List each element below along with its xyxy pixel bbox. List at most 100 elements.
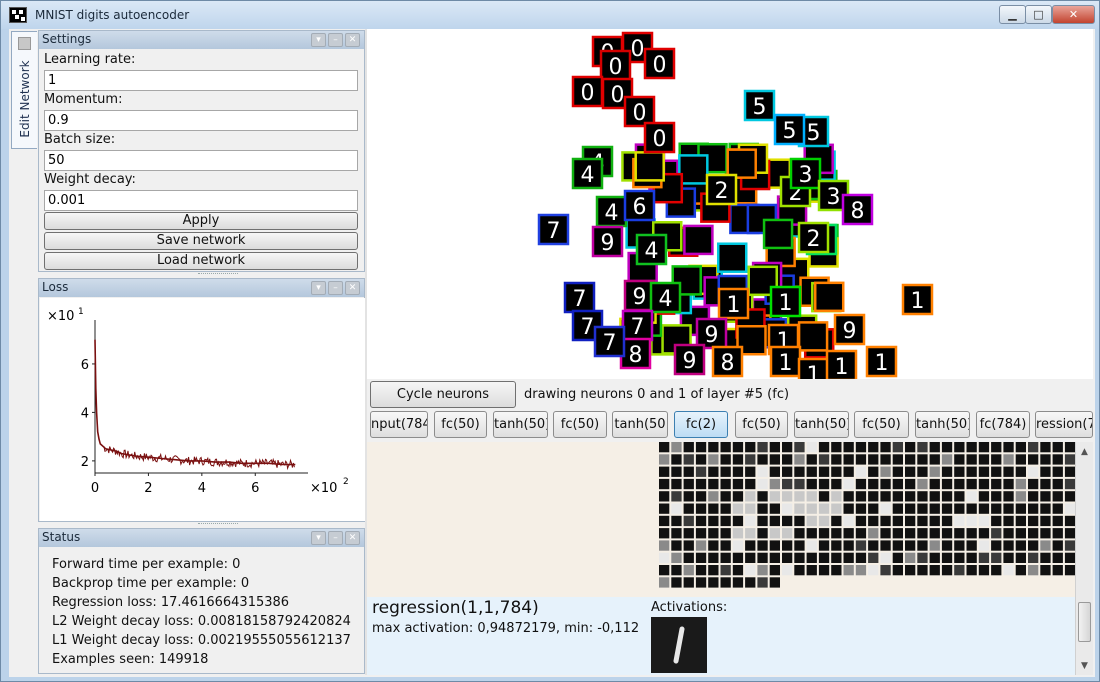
weight-cell — [757, 552, 768, 563]
scroll-thumb[interactable] — [1078, 602, 1091, 642]
layer-tab[interactable]: tanh(50) — [915, 411, 970, 438]
digit-thumbnail: 9 — [695, 317, 728, 350]
vertical-splitter[interactable] — [365, 29, 367, 675]
digit-thumb-bg — [797, 321, 829, 352]
panel-menu-icon[interactable]: ▾ — [311, 531, 326, 545]
layer-tab[interactable]: tanh(50) — [794, 411, 849, 438]
digit-thumbnail: 1 — [769, 345, 802, 378]
splitter-handle[interactable] — [198, 523, 238, 526]
maximize-button[interactable]: □ — [1025, 5, 1052, 24]
weight-cell — [757, 503, 768, 514]
weight-cell — [782, 515, 793, 527]
weight-cell — [1052, 540, 1063, 551]
weight-cell — [732, 565, 744, 576]
weight-cell — [991, 466, 1002, 477]
panel-float-icon[interactable]: – — [328, 33, 343, 47]
close-button[interactable]: ✕ — [1052, 5, 1095, 24]
weight-cell — [1052, 442, 1063, 453]
weight-cell — [659, 491, 670, 502]
weight-cell — [720, 528, 731, 539]
digit-thumbnail: 7 — [563, 281, 596, 314]
weight-decay-input[interactable] — [44, 190, 358, 211]
weight-cell — [745, 491, 756, 502]
save-network-button[interactable]: Save network — [44, 232, 358, 250]
weight-cell — [1003, 466, 1014, 477]
weight-cell — [954, 503, 965, 514]
weight-cell — [954, 491, 965, 502]
digit-thumbnail: 7 — [593, 325, 626, 358]
layer-tab[interactable]: fc(2) — [674, 411, 728, 438]
weight-cell — [1064, 565, 1075, 576]
weight-cell — [818, 442, 830, 453]
layer-tab[interactable]: tanh(50 — [612, 411, 668, 438]
scroll-up-icon[interactable]: ▲ — [1081, 447, 1088, 457]
weight-cell — [659, 528, 670, 539]
layer-tabs: nput(784 fc(50) tanh(50) fc(50) tanh(50 fc(2)… — [367, 411, 1093, 439]
weight-cell — [892, 565, 903, 576]
weight-cell — [708, 540, 719, 551]
weight-cell — [1064, 503, 1075, 514]
weight-cell — [683, 442, 694, 453]
panel-menu-icon[interactable]: ▾ — [311, 281, 326, 295]
layer-tab[interactable]: fc(784) — [976, 411, 1030, 438]
digit-thumbnail: 9 — [623, 279, 656, 312]
weight-cell — [720, 503, 731, 514]
layer-tab[interactable]: fc(50) — [854, 411, 909, 438]
layer-tab[interactable]: fc(50) — [735, 411, 788, 438]
weight-cell — [831, 466, 842, 477]
weight-cell — [978, 478, 990, 490]
weight-cell — [794, 565, 805, 576]
tab-close-icon[interactable] — [18, 37, 31, 50]
weight-cell — [720, 442, 731, 453]
vertical-scrollbar[interactable]: ▲ ▼ — [1075, 442, 1093, 675]
scatter-svg: 0000000055544462233387947794112791981111… — [537, 31, 934, 390]
weight-cell — [978, 491, 990, 502]
apply-button[interactable]: Apply — [44, 212, 358, 230]
weight-cell — [720, 478, 731, 490]
load-network-button[interactable]: Load network — [44, 252, 358, 270]
weight-cell — [769, 478, 780, 490]
weight-cell — [954, 565, 965, 576]
splitter-handle[interactable] — [198, 273, 238, 276]
panel-close-icon[interactable]: ✕ — [345, 33, 360, 47]
weight-cell — [917, 503, 928, 514]
weight-cell — [843, 503, 854, 514]
weight-cell — [794, 466, 805, 477]
digit-thumbnail: 3 — [817, 179, 850, 212]
panel-close-icon[interactable]: ✕ — [345, 531, 360, 545]
weight-cell — [868, 503, 879, 514]
digit-label: 9 — [601, 231, 615, 256]
learning-rate-input[interactable] — [44, 70, 358, 91]
weight-cell — [683, 515, 694, 527]
weight-cell — [695, 540, 707, 551]
layer-tab[interactable]: nput(784 — [370, 411, 428, 438]
weight-cell — [905, 515, 916, 527]
panel-float-icon[interactable]: – — [328, 281, 343, 295]
panel-menu-icon[interactable]: ▾ — [311, 33, 326, 47]
weight-cell — [905, 491, 916, 502]
weight-cell — [708, 454, 719, 465]
weight-cell — [708, 503, 719, 514]
panel-close-icon[interactable]: ✕ — [345, 281, 360, 295]
weight-cell — [929, 565, 940, 576]
batch-size-input[interactable] — [44, 150, 358, 171]
weight-cell — [941, 565, 953, 576]
scroll-down-icon[interactable]: ▼ — [1081, 661, 1088, 671]
digit-thumbnail: 5 — [797, 115, 830, 148]
momentum-input[interactable] — [44, 110, 358, 131]
weight-cell — [782, 540, 793, 551]
status-panel-title-bar: Status ▾ – ✕ — [39, 529, 364, 547]
cycle-neurons-button[interactable]: Cycle neurons — [370, 381, 516, 408]
digit-label: 1 — [779, 351, 793, 376]
edit-network-tab[interactable]: Edit Network — [11, 31, 37, 149]
layer-tab[interactable]: fc(50) — [434, 411, 487, 438]
layer-tab[interactable]: tanh(50) — [493, 411, 548, 438]
layer-tab[interactable]: fc(50) — [553, 411, 607, 438]
weight-cell — [892, 491, 903, 502]
x-tick-label: 6 — [251, 481, 259, 496]
digit-label: 1 — [875, 351, 889, 376]
minimize-button[interactable]: ▁ — [999, 5, 1026, 24]
digit-label: 0 — [581, 81, 595, 106]
layer-tab[interactable]: ression(7 — [1035, 411, 1093, 438]
panel-float-icon[interactable]: – — [328, 531, 343, 545]
